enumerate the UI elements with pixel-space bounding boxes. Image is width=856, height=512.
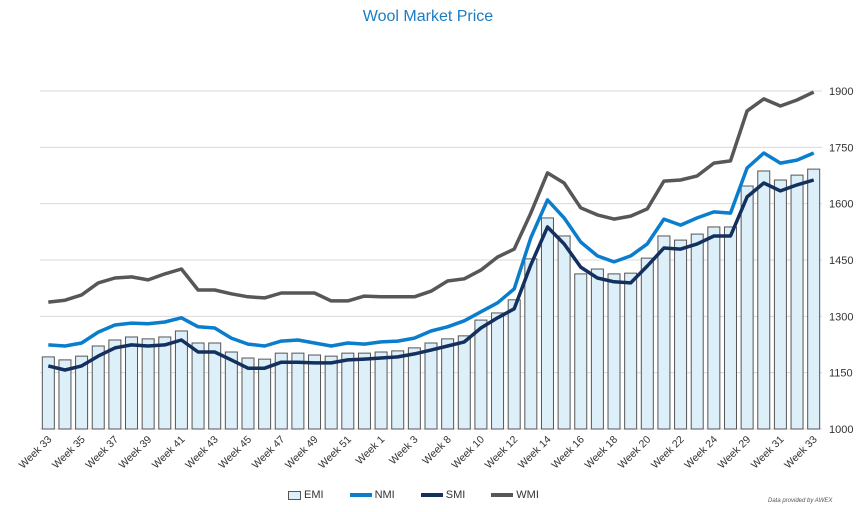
bar-emi <box>441 338 455 430</box>
x-tick-label: Week 22 <box>649 434 687 472</box>
bar-emi <box>540 217 554 430</box>
x-tick-label: Week 31 <box>749 434 787 472</box>
bar-emi <box>174 330 188 430</box>
x-tick-label: Week 47 <box>250 434 288 472</box>
x-tick-label: Week 35 <box>50 434 88 472</box>
x-tick-label: Week 51 <box>316 434 354 472</box>
legend-item-smi: SMI <box>420 489 466 501</box>
x-tick-label: Week 1 <box>354 434 388 468</box>
x-tick-label: Week 20 <box>616 434 654 472</box>
data-credit: Data provided by AWEX <box>768 498 833 504</box>
legend-swatch-smi <box>420 493 443 497</box>
y-tick-label: 1000 <box>829 424 853 436</box>
bar-emi <box>141 338 155 430</box>
bar-emi <box>108 339 122 430</box>
bar-emi <box>790 174 804 430</box>
legend-swatch-emi <box>288 490 301 500</box>
x-tick-label: Week 3 <box>387 434 421 468</box>
bar-emi <box>224 351 238 430</box>
bar-emi <box>707 226 721 430</box>
bar-emi <box>657 235 671 430</box>
bar-emi <box>457 335 471 430</box>
x-tick-label: Week 14 <box>516 434 554 472</box>
bar-emi <box>674 239 688 430</box>
bar-emi <box>125 336 139 430</box>
bar-emi <box>41 356 55 430</box>
legend-label-nmi: NMI <box>374 489 395 501</box>
x-tick-label: Week 18 <box>582 434 620 472</box>
bar-emi <box>624 272 638 430</box>
bar-emi <box>773 179 787 430</box>
bar-emi <box>241 357 255 430</box>
bar-emi <box>407 347 421 430</box>
legend-label-smi: SMI <box>445 489 466 501</box>
x-tick-label: Week 12 <box>483 434 521 472</box>
legend-swatch-nmi <box>349 493 372 497</box>
y-tick-label: 1300 <box>829 311 853 323</box>
bar-emi <box>807 168 821 430</box>
bar-emi <box>757 170 771 430</box>
legend-item-wmi: WMI <box>491 489 539 501</box>
bar-emi <box>590 268 604 430</box>
bar-emi <box>574 273 588 430</box>
bar-emi <box>690 233 704 430</box>
bar-emi <box>191 342 205 430</box>
bar-emi <box>723 226 737 430</box>
bar-emi <box>491 312 505 430</box>
bar-emi <box>391 350 405 430</box>
bar-emi <box>158 336 172 430</box>
legend-swatch-wmi <box>491 493 514 497</box>
bar-emi <box>474 319 488 430</box>
x-tick-label: Week 39 <box>117 434 155 472</box>
bar-emi <box>507 299 521 430</box>
y-tick-label: 1600 <box>829 199 853 211</box>
y-tick-label: 1450 <box>829 255 853 267</box>
x-tick-label: Week 41 <box>150 434 188 472</box>
bar-emi <box>524 258 538 430</box>
x-tick-label: Week 49 <box>283 434 321 472</box>
bar-emi <box>91 345 105 430</box>
x-tick-label: Week 33 <box>17 434 55 472</box>
bar-emi <box>424 342 438 430</box>
bar-emi <box>324 355 338 430</box>
bar-emi <box>640 257 654 430</box>
line-smi <box>47 178 815 372</box>
line-wmi <box>48 90 815 304</box>
bar-emi <box>208 342 222 430</box>
x-tick-label: Week 45 <box>216 434 254 472</box>
bar-emi <box>75 355 89 430</box>
bar-emi <box>58 359 72 430</box>
x-tick-label: Week 16 <box>549 434 587 472</box>
bar-emi <box>357 352 371 430</box>
x-tick-label: Week 29 <box>716 434 754 472</box>
bar-emi <box>557 235 571 430</box>
y-tick-label: 1900 <box>829 86 853 98</box>
bar-emi <box>274 352 288 430</box>
bar-emi <box>374 351 388 430</box>
legend-item-nmi: NMI <box>349 489 395 501</box>
legend: EMI NMI SMI WMI <box>288 489 539 501</box>
bar-emi <box>740 185 754 430</box>
legend-label-wmi: WMI <box>516 489 539 501</box>
legend-item-emi: EMI <box>288 489 324 501</box>
bar-emi <box>291 352 305 430</box>
bar-emi <box>308 354 322 430</box>
bar-emi <box>341 352 355 430</box>
y-tick-label: 1150 <box>829 368 853 380</box>
chart-title: Wool Market Price <box>362 8 494 25</box>
x-tick-label: Week 33 <box>782 434 820 472</box>
x-tick-label: Week 24 <box>682 434 720 472</box>
bar-emi <box>607 273 621 430</box>
x-tick-label: Week 10 <box>449 434 487 472</box>
x-tick-label: Week 43 <box>183 434 221 472</box>
line-nmi <box>48 151 815 348</box>
y-tick-label: 1750 <box>829 142 853 154</box>
x-tick-label: Week 37 <box>83 434 121 472</box>
legend-label-emi: EMI <box>304 489 324 501</box>
bar-emi <box>258 358 272 430</box>
